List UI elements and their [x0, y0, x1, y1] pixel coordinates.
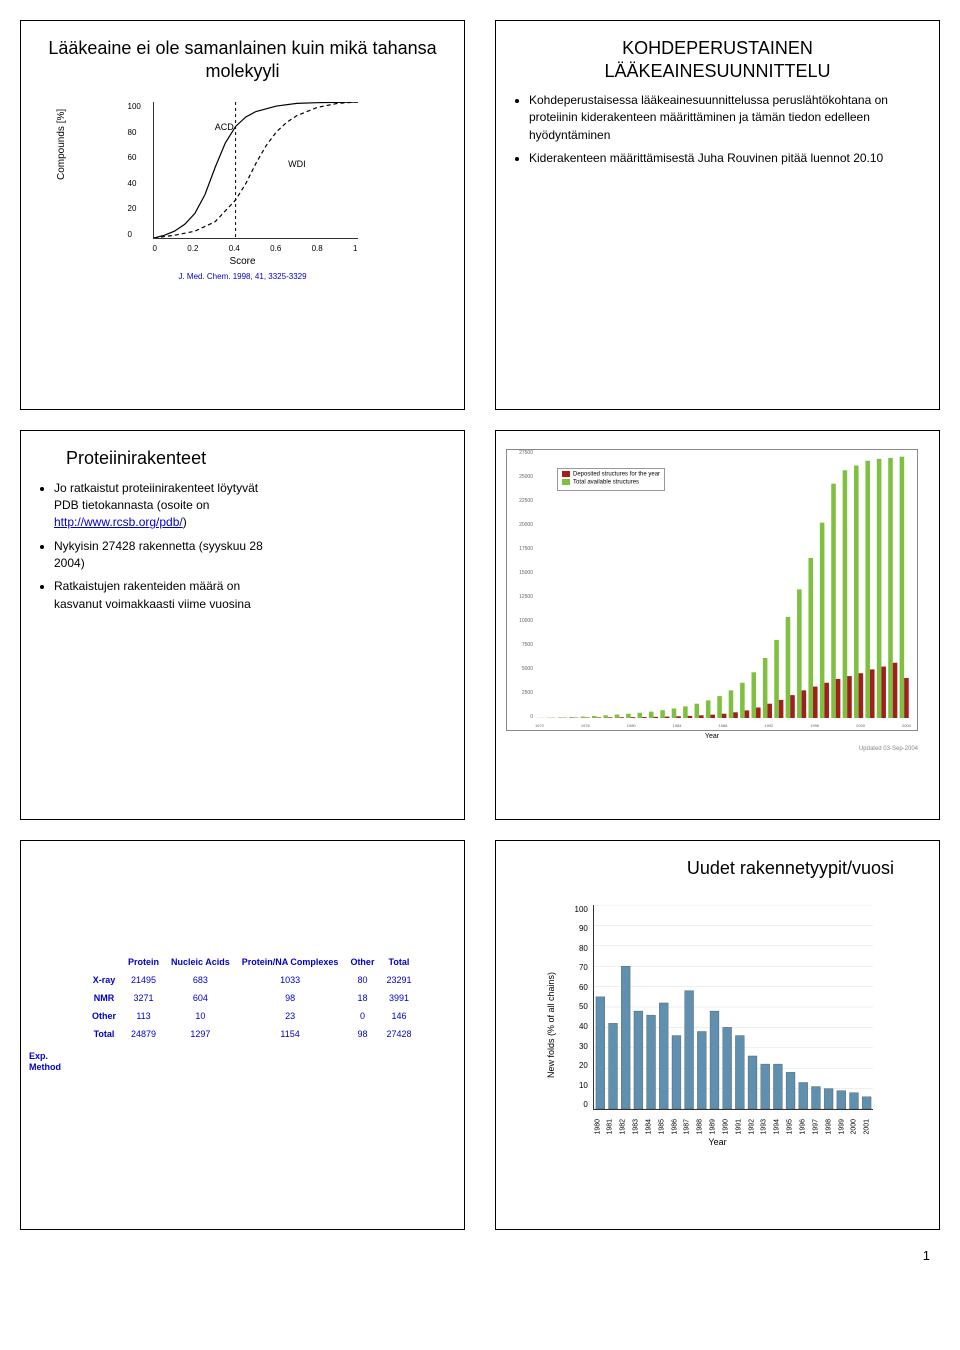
slide-2: KOHDEPERUSTAINEN LÄÄKEAINESUUNNITTELU Ko… — [495, 20, 940, 410]
slide-3-bullets: Jo ratkaistut proteiinirakenteet löytyvä… — [36, 480, 281, 614]
bullet-count: Nykyisin 27428 rakennetta (syyskuu 28 20… — [54, 538, 281, 573]
slide-2-bullets: Kohdeperustaisessa lääkeainesuunnittelus… — [511, 92, 924, 168]
pdb-year-label: Year — [506, 733, 918, 740]
bullet: Kiderakenteen määrittämisestä Juha Rouvi… — [529, 150, 924, 167]
chart1-yticks: 020406080100 — [128, 102, 141, 239]
slide-2-title: KOHDEPERUSTAINEN LÄÄKEAINESUUNNITTELU — [511, 37, 924, 82]
pdb-legend: Deposited structures for the year Total … — [557, 468, 665, 491]
chart1-ylabel: Compounds [%] — [56, 108, 67, 179]
pdb-growth-chart: 0250050007500100001250015000175002000022… — [506, 449, 918, 769]
table-row: X-ray2149568310338023291 — [86, 971, 417, 989]
slide-6: Uudet rakennetyypit/vuosi New folds (% o… — [495, 840, 940, 1230]
slide-1: Lääkeaine ei ole samanlainen kuin mikä t… — [20, 20, 465, 410]
pdb-stats-table: ProteinNucleic AcidsProtein/NA Complexes… — [86, 953, 417, 1043]
bullet-pdb-link: Jo ratkaistut proteiinirakenteet löytyvä… — [54, 480, 281, 532]
table-row: NMR327160498183991 — [86, 989, 417, 1007]
chart1-xlabel: Score — [118, 256, 368, 267]
table-row: Other11310230146 — [86, 1007, 417, 1025]
col-header: Nucleic Acids — [165, 953, 236, 971]
slide-1-citation: J. Med. Chem. 1998, 41, 3325-3329 — [36, 272, 449, 281]
col-header: Total — [380, 953, 417, 971]
col-header: Other — [344, 953, 380, 971]
slide-3: Proteiinirakenteet Jo ratkaistut proteii… — [20, 430, 465, 820]
slide-5: Exp. Method ProteinNucleic AcidsProtein/… — [20, 840, 465, 1230]
slide-6-title: Uudet rakennetyypit/vuosi — [511, 857, 894, 880]
pdb-updated: Updated 03-Sep-2004 — [506, 746, 918, 752]
nf-ylabel: New folds (% of all chains) — [546, 971, 556, 1077]
nf-xlabel: Year — [553, 1137, 883, 1147]
bullet: Kohdeperustaisessa lääkeainesuunnittelus… — [529, 92, 924, 144]
col-header: Protein/NA Complexes — [236, 953, 345, 971]
table-header-row: ProteinNucleic AcidsProtein/NA Complexes… — [86, 953, 417, 971]
newfolds-chart: New folds (% of all chains) 010203040506… — [553, 895, 883, 1145]
slide-3-title: Proteiinirakenteet — [66, 447, 449, 470]
pdb-yticks: 0250050007500100001250015000175002000022… — [511, 450, 533, 720]
chart1-xticks: 00.20.40.60.81 — [153, 244, 358, 253]
nf-xticks: 1980198119821983198419851986198719881989… — [593, 1126, 873, 1133]
score-compounds-chart: Compounds [%] 020406080100 ACD WDI 00.20… — [118, 92, 368, 267]
label-acd: ACD — [215, 122, 234, 132]
bullet-growth: Ratkaistujen rakenteiden määrä on kasvan… — [54, 578, 281, 613]
slide-1-title: Lääkeaine ei ole samanlainen kuin mikä t… — [36, 37, 449, 82]
slide-4: 0250050007500100001250015000175002000022… — [495, 430, 940, 820]
exp-method-label: Exp. Method — [29, 1051, 69, 1073]
label-wdi: WDI — [288, 159, 306, 169]
pdb-link[interactable]: http://www.rcsb.org/pdb/ — [54, 515, 183, 529]
pdb-xticks: 197219761980198419881992199620002004 — [535, 723, 911, 728]
table-row: Total24879129711549827428 — [86, 1025, 417, 1043]
col-header: Protein — [122, 953, 165, 971]
page-number: 1 — [20, 1248, 940, 1263]
nf-yticks: 0102030405060708090100 — [575, 905, 588, 1110]
